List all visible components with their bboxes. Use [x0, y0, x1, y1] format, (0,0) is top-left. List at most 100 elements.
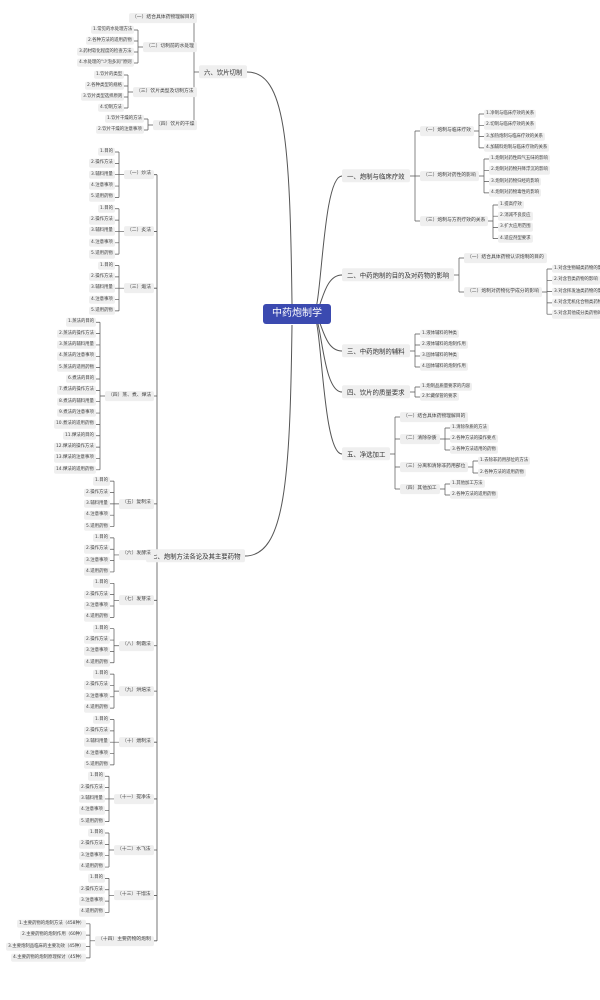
sub-node[interactable]: （三）分离和清除非药用部位: [400, 462, 469, 472]
leaf-node[interactable]: 2.各种方法的操作要点: [450, 434, 498, 444]
leaf-node[interactable]: 1.去除非药用部位的方法: [478, 456, 531, 466]
leaf-node[interactable]: 2.对含苷类药物的影响: [552, 276, 600, 285]
sub-node[interactable]: （二）清除杂质: [400, 434, 440, 444]
leaf-node[interactable]: 10.煮法的适用药物: [54, 420, 96, 429]
sub-node[interactable]: （一）结合具体药物理解目的: [400, 412, 469, 422]
leaf-node[interactable]: 3.饮片类型选择原则: [81, 92, 125, 102]
sub-node[interactable]: （六）发酵法: [119, 550, 154, 560]
sub-node[interactable]: （二）切制前的水处理: [143, 42, 197, 52]
sub-node[interactable]: （八）制霜法: [119, 640, 154, 651]
leaf-node[interactable]: 4.适用药物: [79, 908, 105, 917]
branch-node[interactable]: 二、中药炮制的目的及对药物的影响: [342, 268, 455, 282]
branch-node[interactable]: 六、饮片切制: [199, 65, 248, 79]
leaf-node[interactable]: 3.注意事项: [84, 692, 110, 701]
leaf-node[interactable]: 2.主要药物的炮制作用（60种）: [20, 930, 87, 940]
leaf-node[interactable]: 3.药材软化程度的检查方法: [77, 47, 134, 57]
leaf-node[interactable]: 1.蒸法的目的: [66, 318, 97, 327]
leaf-node[interactable]: 4.水处理的“少泡多润”原则: [77, 58, 134, 68]
leaf-node[interactable]: 2.消减不良反应: [498, 211, 533, 221]
leaf-node[interactable]: 1.液体辅料的种类: [420, 329, 459, 339]
leaf-node[interactable]: 4.注意事项: [84, 510, 110, 520]
leaf-node[interactable]: 3.注意事项: [84, 647, 110, 656]
leaf-node[interactable]: 5.适用药物: [89, 249, 115, 259]
leaf-node[interactable]: 14.燀法的适用药物: [54, 465, 96, 474]
leaf-node[interactable]: 2.操作方法: [79, 885, 105, 894]
leaf-node[interactable]: 1.饮片干燥的方法: [105, 114, 144, 124]
leaf-node[interactable]: 4.蒸法的注意事项: [57, 352, 96, 361]
leaf-node[interactable]: 1.对含生物碱类药物的影响: [552, 264, 600, 274]
leaf-node[interactable]: 2.操作方法: [84, 635, 110, 645]
leaf-node[interactable]: 4.适用药物: [84, 613, 110, 622]
leaf-node[interactable]: 5.适用药物: [89, 193, 115, 202]
sub-node[interactable]: （四）饮片的干燥: [153, 120, 198, 130]
branch-node[interactable]: 七、炮制方法各论及其主要药物: [146, 549, 246, 563]
sub-node[interactable]: （一）结合具体药物认识炮制的目的: [464, 253, 547, 263]
sub-node[interactable]: （十二）水飞法: [114, 845, 154, 855]
leaf-node[interactable]: 2.贮藏保管的要求: [420, 392, 459, 402]
leaf-node[interactable]: 4.加辅料炮制与临床疗效的关系: [484, 143, 550, 153]
leaf-node[interactable]: 3.各种方法适用的药物: [450, 445, 498, 455]
leaf-node[interactable]: 3.辅料用量: [89, 283, 115, 293]
leaf-node[interactable]: 3.辅料用量: [84, 737, 110, 747]
leaf-node[interactable]: 4.切制方法: [98, 103, 124, 113]
leaf-node[interactable]: 3.辅料用量: [89, 227, 115, 236]
leaf-node[interactable]: 2.操作方法: [79, 840, 105, 849]
leaf-node[interactable]: 2.操作方法: [84, 545, 110, 554]
leaf-node[interactable]: 4.适用药物: [79, 862, 105, 872]
leaf-node[interactable]: 1.目的: [88, 828, 105, 838]
leaf-node[interactable]: 4.注意事项: [89, 181, 115, 191]
leaf-node[interactable]: 3.扩大应用范围: [498, 223, 533, 232]
leaf-node[interactable]: 4.适用药物: [84, 703, 110, 713]
leaf-node[interactable]: 1.常见的水处理方法: [91, 25, 135, 35]
leaf-node[interactable]: 3.辅料用量: [79, 794, 105, 804]
leaf-node[interactable]: 2.切制与临床疗效的关系: [484, 121, 537, 130]
leaf-node[interactable]: 4.注意事项: [79, 806, 105, 815]
leaf-node[interactable]: 3.蒸法的辅料用量: [57, 340, 96, 350]
leaf-node[interactable]: 2.操作方法: [84, 681, 110, 690]
leaf-node[interactable]: 1.目的: [98, 147, 115, 157]
leaf-node[interactable]: 2.各种方法的适用药物: [450, 490, 498, 500]
branch-node[interactable]: 四、饮片的质量要求: [342, 385, 410, 399]
leaf-node[interactable]: 1.目的: [93, 669, 110, 679]
leaf-node[interactable]: 2.操作方法: [89, 272, 115, 282]
leaf-node[interactable]: 4.适用药物: [84, 567, 110, 577]
sub-node[interactable]: （四）其他加工: [400, 484, 440, 494]
leaf-node[interactable]: 1.目的: [93, 533, 110, 543]
sub-node[interactable]: （十一）提净法: [114, 794, 154, 804]
leaf-node[interactable]: 2.操作方法: [84, 590, 110, 599]
leaf-node[interactable]: 3.注意事项: [79, 896, 105, 906]
root-node[interactable]: 中药炮制学: [263, 304, 331, 324]
leaf-node[interactable]: 1.目的: [88, 772, 105, 781]
leaf-node[interactable]: 1.目的: [93, 624, 110, 633]
sub-node[interactable]: （十三）干馏法: [114, 890, 154, 901]
sub-node[interactable]: （二）炙法: [124, 226, 154, 237]
leaf-node[interactable]: 3.对含挥发油类药物的影响: [552, 287, 600, 296]
leaf-node[interactable]: 8.煮法的辅料用量: [57, 397, 96, 406]
leaf-node[interactable]: 2.饮片干燥的注意事项: [96, 125, 144, 135]
leaf-node[interactable]: 2.操作方法: [89, 159, 115, 168]
sub-node[interactable]: （四）蒸、煮、燀法: [105, 391, 155, 401]
branch-node[interactable]: 一、炮制与临床疗效: [342, 169, 410, 183]
leaf-node[interactable]: 3.加热炮制与临床疗效的关系: [484, 132, 545, 141]
leaf-node[interactable]: 12.燀法的操作方法: [54, 442, 96, 452]
leaf-node[interactable]: 3.注意事项: [79, 851, 105, 860]
leaf-node[interactable]: 3.注意事项: [84, 601, 110, 611]
sub-node[interactable]: （一）炮制与临床疗效: [420, 126, 474, 136]
leaf-node[interactable]: 1.饮片的类型: [94, 70, 125, 80]
leaf-node[interactable]: 4.炮制对药物毒性的影响: [489, 188, 542, 198]
leaf-node[interactable]: 5.蒸法的适用药物: [57, 363, 96, 372]
leaf-node[interactable]: 4.固体辅料的炮制作用: [420, 362, 468, 372]
sub-node[interactable]: （五）复制法: [119, 498, 154, 509]
sub-node[interactable]: （十四）主要药物的炮制: [95, 935, 154, 946]
leaf-node[interactable]: 7.煮法的操作方法: [57, 386, 96, 395]
branch-node[interactable]: 五、净选加工: [342, 447, 391, 461]
leaf-node[interactable]: 3.注意事项: [84, 556, 110, 565]
leaf-node[interactable]: 1.其他加工方法: [450, 479, 485, 489]
leaf-node[interactable]: 1.清除杂质的方法: [450, 423, 489, 433]
leaf-node[interactable]: 3.固体辅料的种类: [420, 351, 459, 361]
leaf-node[interactable]: 5.对含其他成分类药物的影响: [552, 309, 600, 319]
leaf-node[interactable]: 3.辅料用量: [84, 499, 110, 509]
sub-node[interactable]: （二）炮制对药物化学成分的影响: [464, 287, 542, 297]
sub-node[interactable]: （九）烘焙法: [119, 686, 154, 697]
leaf-node[interactable]: 4.适应剂型要求: [498, 234, 533, 243]
